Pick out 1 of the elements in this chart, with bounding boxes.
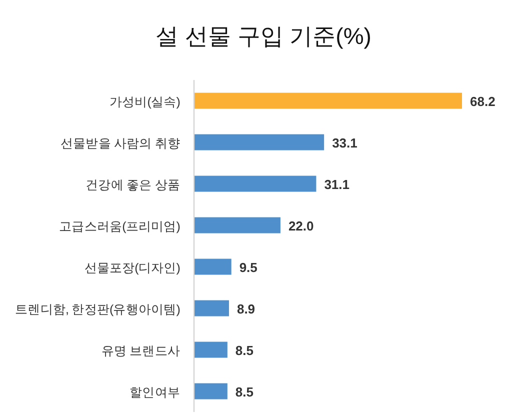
title: 설 선물 구입 기준(%)	[156, 23, 372, 49]
